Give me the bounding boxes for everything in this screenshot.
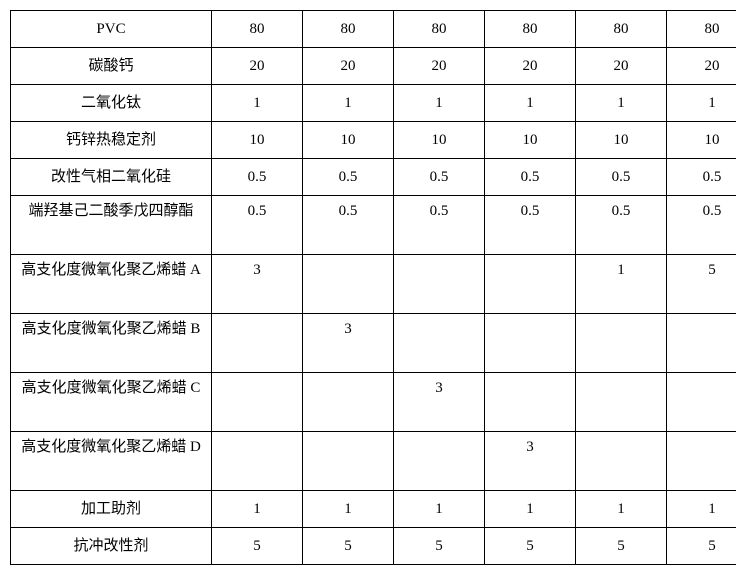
table-row: 二氧化钛111111 bbox=[11, 85, 736, 122]
row-label: 高支化度微氧化聚乙烯蜡 B bbox=[11, 314, 212, 373]
cell-value bbox=[303, 432, 394, 491]
cell-value: 5 bbox=[212, 528, 303, 565]
table-row: 高支化度微氧化聚乙烯蜡 C 3 bbox=[11, 373, 736, 432]
cell-value: 0.5 bbox=[667, 196, 736, 255]
row-label: 抗冲改性剂 bbox=[11, 528, 212, 565]
cell-value: 1 bbox=[212, 491, 303, 528]
cell-value: 80 bbox=[394, 11, 485, 48]
row-label: 端羟基己二酸季戊四醇酯 bbox=[11, 196, 212, 255]
cell-value: 1 bbox=[576, 255, 667, 314]
table-row: PVC808080808080 bbox=[11, 11, 736, 48]
cell-value bbox=[394, 432, 485, 491]
cell-value: 80 bbox=[212, 11, 303, 48]
cell-value: 1 bbox=[394, 85, 485, 122]
cell-value: 5 bbox=[667, 255, 736, 314]
cell-value: 1 bbox=[576, 85, 667, 122]
cell-value bbox=[576, 432, 667, 491]
table-row: 加工助剂111111 bbox=[11, 491, 736, 528]
cell-value: 3 bbox=[394, 373, 485, 432]
cell-value: 20 bbox=[212, 48, 303, 85]
row-label: 高支化度微氧化聚乙烯蜡 A bbox=[11, 255, 212, 314]
row-label: 高支化度微氧化聚乙烯蜡 C bbox=[11, 373, 212, 432]
cell-value: 5 bbox=[394, 528, 485, 565]
table-row: 高支化度微氧化聚乙烯蜡 B 3 bbox=[11, 314, 736, 373]
cell-value: 10 bbox=[303, 122, 394, 159]
cell-value: 1 bbox=[485, 491, 576, 528]
cell-value: 3 bbox=[485, 432, 576, 491]
cell-value bbox=[485, 373, 576, 432]
table-row: 抗冲改性剂555555 bbox=[11, 528, 736, 565]
cell-value: 20 bbox=[394, 48, 485, 85]
cell-value: 0.5 bbox=[394, 159, 485, 196]
cell-value: 10 bbox=[667, 122, 736, 159]
table-row: 改性气相二氧化硅0.50.50.50.50.50.5 bbox=[11, 159, 736, 196]
cell-value bbox=[485, 314, 576, 373]
cell-value: 3 bbox=[303, 314, 394, 373]
cell-value: 10 bbox=[485, 122, 576, 159]
table-body: PVC808080808080碳酸钙202020202020二氧化钛111111… bbox=[11, 11, 736, 565]
cell-value: 1 bbox=[303, 85, 394, 122]
cell-value: 5 bbox=[485, 528, 576, 565]
cell-value: 1 bbox=[576, 491, 667, 528]
table-row: 钙锌热稳定剂101010101010 bbox=[11, 122, 736, 159]
row-label: 加工助剂 bbox=[11, 491, 212, 528]
cell-value: 10 bbox=[576, 122, 667, 159]
cell-value bbox=[212, 373, 303, 432]
cell-value bbox=[667, 432, 736, 491]
cell-value: 0.5 bbox=[303, 159, 394, 196]
cell-value: 5 bbox=[303, 528, 394, 565]
cell-value bbox=[667, 314, 736, 373]
cell-value bbox=[576, 373, 667, 432]
cell-value: 1 bbox=[212, 85, 303, 122]
cell-value: 10 bbox=[212, 122, 303, 159]
cell-value bbox=[394, 314, 485, 373]
cell-value: 0.5 bbox=[576, 159, 667, 196]
cell-value: 20 bbox=[485, 48, 576, 85]
table-row: 端羟基己二酸季戊四醇酯0.50.50.50.50.50.5 bbox=[11, 196, 736, 255]
cell-value: 1 bbox=[667, 85, 736, 122]
cell-value: 1 bbox=[667, 491, 736, 528]
formulation-table: PVC808080808080碳酸钙202020202020二氧化钛111111… bbox=[10, 10, 736, 565]
row-label: 碳酸钙 bbox=[11, 48, 212, 85]
cell-value bbox=[667, 373, 736, 432]
cell-value: 0.5 bbox=[485, 196, 576, 255]
row-label: 高支化度微氧化聚乙烯蜡 D bbox=[11, 432, 212, 491]
cell-value: 0.5 bbox=[485, 159, 576, 196]
table-row: 高支化度微氧化聚乙烯蜡 A3 15 bbox=[11, 255, 736, 314]
cell-value: 3 bbox=[212, 255, 303, 314]
row-label: 二氧化钛 bbox=[11, 85, 212, 122]
cell-value: 20 bbox=[576, 48, 667, 85]
cell-value: 20 bbox=[667, 48, 736, 85]
cell-value: 0.5 bbox=[667, 159, 736, 196]
cell-value: 1 bbox=[394, 491, 485, 528]
cell-value: 0.5 bbox=[576, 196, 667, 255]
cell-value: 20 bbox=[303, 48, 394, 85]
cell-value: 80 bbox=[303, 11, 394, 48]
row-label: 钙锌热稳定剂 bbox=[11, 122, 212, 159]
cell-value bbox=[485, 255, 576, 314]
cell-value bbox=[212, 432, 303, 491]
cell-value: 1 bbox=[485, 85, 576, 122]
cell-value: 5 bbox=[667, 528, 736, 565]
cell-value: 0.5 bbox=[303, 196, 394, 255]
cell-value bbox=[394, 255, 485, 314]
row-label: PVC bbox=[11, 11, 212, 48]
row-label: 改性气相二氧化硅 bbox=[11, 159, 212, 196]
table-row: 高支化度微氧化聚乙烯蜡 D 3 bbox=[11, 432, 736, 491]
cell-value bbox=[576, 314, 667, 373]
cell-value bbox=[303, 373, 394, 432]
cell-value: 0.5 bbox=[212, 196, 303, 255]
cell-value: 0.5 bbox=[212, 159, 303, 196]
cell-value bbox=[212, 314, 303, 373]
cell-value: 5 bbox=[576, 528, 667, 565]
table-row: 碳酸钙202020202020 bbox=[11, 48, 736, 85]
cell-value: 80 bbox=[576, 11, 667, 48]
cell-value bbox=[303, 255, 394, 314]
cell-value: 80 bbox=[667, 11, 736, 48]
cell-value: 1 bbox=[303, 491, 394, 528]
cell-value: 10 bbox=[394, 122, 485, 159]
cell-value: 80 bbox=[485, 11, 576, 48]
cell-value: 0.5 bbox=[394, 196, 485, 255]
